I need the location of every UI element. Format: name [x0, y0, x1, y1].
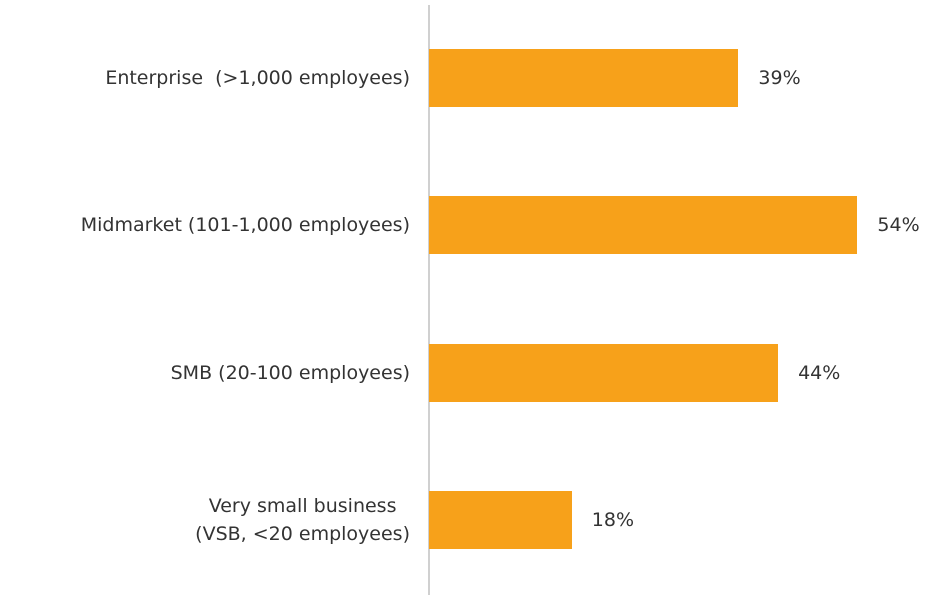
bar	[429, 343, 779, 402]
value-label: 54%	[877, 214, 920, 237]
value-label: 18%	[591, 509, 635, 532]
category-label: Midmarket (101-1,000 employees)	[80, 214, 410, 237]
bar	[429, 491, 572, 550]
category-axis	[428, 5, 430, 595]
value-label: 44%	[798, 361, 841, 384]
category-label: SMB (20-100 employees)	[170, 361, 410, 384]
value-label: 39%	[758, 66, 801, 89]
bar	[429, 48, 739, 107]
bar	[429, 196, 858, 255]
category-label: Enterprise (>1,000 employees)	[105, 66, 410, 89]
category-label: Very small business (VSB, <20 employees)	[195, 495, 410, 546]
